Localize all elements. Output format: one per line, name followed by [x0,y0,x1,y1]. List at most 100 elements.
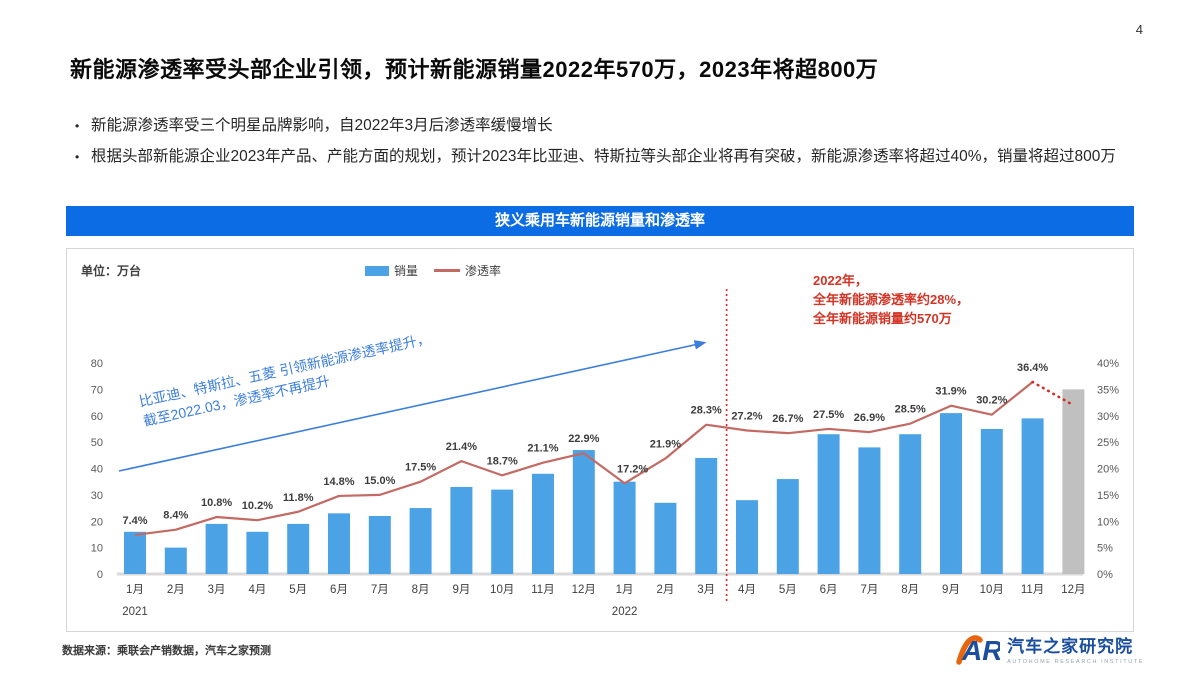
penetration-data-label: 21.1% [527,443,558,455]
month-label: 1月 [616,584,634,596]
bullet-marker-icon: • [75,150,80,164]
data-source-note: 数据来源：乘联会产销数据，汽车之家预测 [62,645,271,657]
right-axis-tick: 20% [1097,464,1119,476]
penetration-data-label: 8.4% [163,510,188,522]
logo-text: 汽车之家研究院 AUTOHOME RESEARCH INSTITUTE [1007,632,1144,665]
sales-bar [491,489,514,574]
chart-legend: 销量 渗透率 [365,262,501,279]
month-label: 1月 [126,584,144,596]
right-axis-tick: 40% [1097,358,1119,370]
sales-bar [1021,418,1044,574]
logo-subtitle: AUTOHOME RESEARCH INSTITUTE [1007,658,1144,665]
penetration-data-label: 27.5% [813,409,844,421]
right-axis-tick: 35% [1097,384,1119,396]
month-label: 9月 [452,584,470,596]
legend-label: 销量 [394,264,419,278]
month-label: 9月 [942,584,960,596]
penetration-data-label: 21.9% [650,438,681,450]
month-label: 3月 [208,584,226,596]
sales-bar [695,457,718,574]
sales-swatch-icon [365,265,389,276]
logo-name: 汽车之家研究院 [1007,636,1134,656]
month-label: 12月 [572,584,596,596]
svg-text:AR: AR [961,635,1000,665]
penetration-line [134,381,1034,537]
penetration-data-label: 14.8% [323,476,354,488]
penetration-data-label: 28.3% [691,405,722,417]
bullet-text: 根据头部新能源企业2023年产品、产能方面的规划，预计2023年比亚迪、特斯拉等… [91,148,1116,165]
sales-bar [654,502,677,574]
left-axis-tick: 60 [91,411,103,423]
sales-bar [532,473,554,574]
penetration-data-label: 11.8% [283,492,314,504]
month-label: 8月 [412,584,430,596]
right-axis-tick: 0% [1097,569,1113,581]
annotation-line: 全年新能源渗透率约28%， [813,292,970,307]
annotation-line: 2022年， [813,273,868,288]
sales-bar [980,428,1003,574]
left-axis-tick: 40 [91,464,103,476]
autohome-logo: AR 汽车之家研究院 AUTOHOME RESEARCH INSTITUTE [956,631,1144,665]
sales-bar [246,531,269,574]
legend-item-penetration: 渗透率 [434,262,501,279]
bullet-item: • 新能源渗透率受三个明星品牌影响，自2022年3月后渗透率缓慢增长 [75,114,1120,138]
left-axis-tick: 20 [91,516,103,528]
sales-bar [124,531,146,574]
right-axis-tick: 10% [1097,516,1119,528]
sales-bar [736,500,758,574]
year-label: 2021 [122,606,148,618]
bullet-item: • 根据头部新能源企业2023年产品、产能方面的规划，预计2023年比亚迪、特斯… [75,145,1120,169]
sales-bar [205,523,228,574]
legend-label: 渗透率 [465,264,502,278]
month-label: 4月 [248,584,266,596]
penetration-data-label: 26.9% [854,412,885,424]
sales-bar [899,434,922,574]
bullet-marker-icon: • [75,119,80,133]
bullet-list: • 新能源渗透率受三个明星品牌影响，自2022年3月后渗透率缓慢增长 • 根据头… [75,114,1120,176]
month-label: 6月 [820,584,838,596]
sales-bar [858,447,881,574]
month-label: 7月 [860,584,878,596]
chart-container: 0 10 20 30 40 50 60 70 80 0% 5% 10% 15% 20% 25% 30% 35% 4… [66,248,1134,632]
left-axis-tick: 10 [91,543,103,555]
left-axis-tick: 70 [91,384,103,396]
year-label: 2022 [612,606,638,618]
trend-arrow [118,340,707,472]
penetration-data-label: 21.4% [446,441,477,453]
chart-canvas: 0 10 20 30 40 50 60 70 80 0% 5% 10% 15% 20% 25% 30% 35% 4… [67,249,1133,631]
month-label: 2月 [167,584,185,596]
sales-bar [164,547,187,574]
penetration-data-label: 18.7% [487,455,518,467]
right-axis-tick: 25% [1097,437,1119,449]
chart-title-banner: 狭义乘用车新能源销量和渗透率 [66,206,1134,236]
right-axis-tick: 15% [1097,490,1119,502]
sales-bar [450,486,473,574]
penetration-data-label: 36.4% [1017,362,1048,374]
sales-bar [572,450,595,574]
sales-bar [776,479,799,574]
left-axis-tick: 0 [97,569,103,581]
month-label: 7月 [371,584,389,596]
penetration-data-label: 27.2% [731,411,762,423]
sales-bar [368,515,391,574]
bullet-text: 新能源渗透率受三个明星品牌影响，自2022年3月后渗透率缓慢增长 [91,117,553,134]
sales-bar [817,434,840,574]
sales-bar [287,523,310,574]
month-label: 12月 [1061,584,1085,596]
month-label: 2月 [656,584,674,596]
month-label: 6月 [330,584,348,596]
page-number: 4 [1135,22,1143,37]
unit-label: 单位：万台 [81,264,142,278]
penetration-data-label: 10.2% [242,500,273,512]
month-label: 5月 [779,584,797,596]
penetration-data-label: 10.8% [201,497,232,509]
month-label: 10月 [980,584,1004,596]
right-axis-tick: 30% [1097,411,1119,423]
month-label: 10月 [490,584,514,596]
penetration-data-label: 31.9% [935,386,966,398]
sales-bar [940,413,962,574]
annotation-line: 全年新能源销量约570万 [813,311,952,326]
penetration-forecast-line [1031,380,1075,407]
penetration-data-label: 22.9% [568,433,599,445]
